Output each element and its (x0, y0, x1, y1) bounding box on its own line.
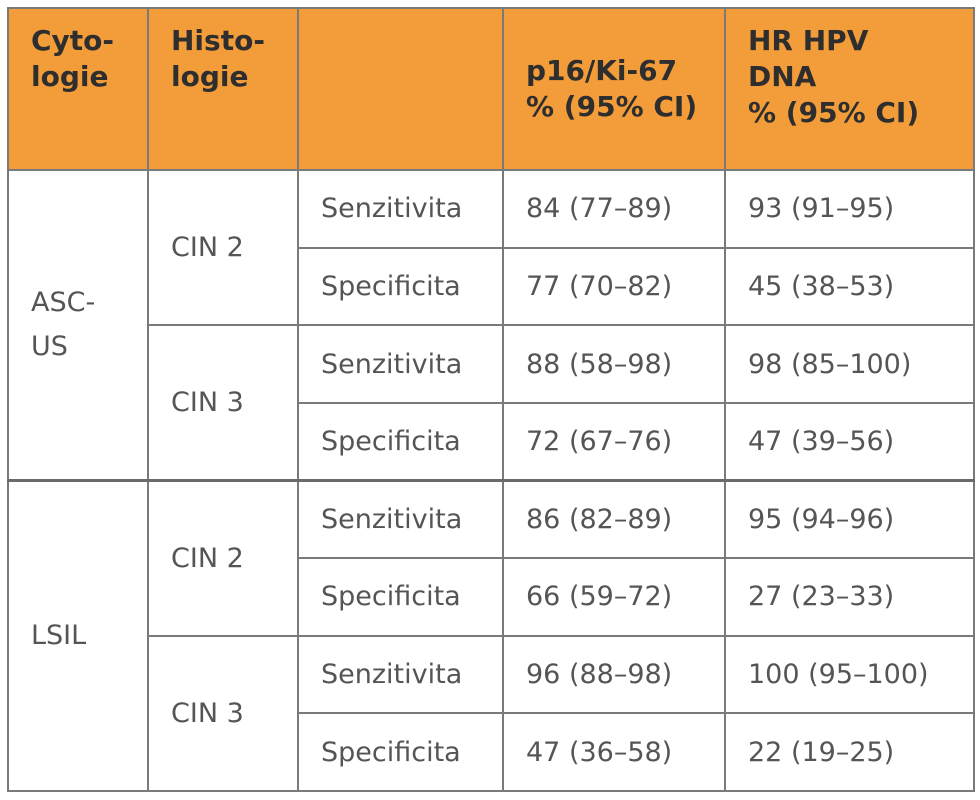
metric-cell: Specificita (297, 401, 504, 482)
metric-cell: Specificita (297, 557, 504, 637)
header-hpv-line-3: % (95% CI) (748, 96, 920, 129)
hpv-value: 98 (85–100) (724, 324, 975, 404)
table-row: Specificita 47 (36–58) 22 (19–25) (8, 712, 975, 792)
hpv-value: 47 (39–56) (724, 401, 975, 482)
table-row: Specificita 72 (67–76) 47 (39–56) (8, 401, 975, 482)
histology-cell: CIN 3 (147, 634, 299, 793)
table-row: CIN 3 Senzitivita 88 (58–98) 98 (85–100) (8, 324, 975, 482)
p16-value: 77 (70–82) (502, 246, 726, 327)
header-histology-line-2: logie (171, 60, 249, 93)
cytology-label-line-1: LSIL (31, 620, 87, 651)
hpv-value: 22 (19–25) (724, 712, 975, 792)
header-histology-line-1: Histo- (171, 24, 265, 57)
metric-cell: Specificita (297, 712, 504, 792)
histology-cell: CIN 2 (147, 478, 299, 637)
hpv-value: 95 (94–96) (724, 479, 975, 560)
metric-cell: Senzitivita (297, 479, 504, 560)
header-hpv: HR HPV DNA % (95% CI) (724, 7, 975, 171)
cytology-cell-ascus: ASC- US (7, 169, 149, 482)
cytology-label-line-2: US (31, 331, 68, 362)
p16-value: 88 (58–98) (502, 324, 726, 404)
header-p16-line-2: % (95% CI) (526, 90, 698, 123)
header-hpv-line-1: HR HPV (748, 24, 869, 57)
metric-cell: Senzitivita (297, 634, 504, 715)
p16-value: 47 (36–58) (502, 712, 726, 792)
table-row: CIN 3 Senzitivita 96 (88–98) 100 (95–100… (8, 634, 975, 793)
p16-value: 84 (77–89) (502, 169, 726, 249)
header-cytology: Cyto- logie (7, 7, 149, 171)
table-row: Specificita 77 (70–82) 45 (38–53) (8, 246, 975, 327)
header-hpv-line-2: DNA (748, 60, 817, 93)
header-cytology-line-1: Cyto- (31, 24, 115, 57)
p16-value: 66 (59–72) (502, 557, 726, 637)
results-table: Cyto- logie Histo- logie p16/Ki-67 % (95… (7, 7, 975, 793)
metric-cell: Specificita (297, 246, 504, 327)
table-row: Specificita 66 (59–72) 27 (23–33) (8, 557, 975, 637)
hpv-value: 93 (91–95) (724, 169, 975, 249)
metric-cell: Senzitivita (297, 324, 504, 404)
histology-cell: CIN 2 (147, 168, 299, 327)
header-row: Cyto- logie Histo- logie p16/Ki-67 % (95… (7, 7, 975, 171)
cytology-cell-lsil: LSIL (7, 479, 149, 792)
table-row: ASC- US CIN 2 Senzitivita 84 (77–89) 93 … (7, 168, 975, 482)
header-cytology-line-2: logie (31, 60, 109, 93)
header-metric (297, 7, 504, 171)
header-p16-line-1: p16/Ki-67 (526, 54, 678, 87)
header-p16: p16/Ki-67 % (95% CI) (502, 7, 726, 171)
histology-cell: CIN 3 (147, 324, 299, 482)
header-histology: Histo- logie (147, 7, 299, 171)
hpv-value: 45 (38–53) (724, 246, 975, 327)
cytology-label-line-1: ASC- (31, 287, 96, 318)
p16-value: 86 (82–89) (502, 479, 726, 560)
p16-value: 96 (88–98) (502, 634, 726, 715)
hpv-value: 100 (95–100) (724, 634, 975, 715)
table-row: LSIL CIN 2 Senzitivita 86 (82–89) 95 (94… (7, 478, 975, 792)
hpv-value: 27 (23–33) (724, 557, 975, 637)
metric-cell: Senzitivita (297, 169, 504, 249)
p16-value: 72 (67–76) (502, 401, 726, 482)
